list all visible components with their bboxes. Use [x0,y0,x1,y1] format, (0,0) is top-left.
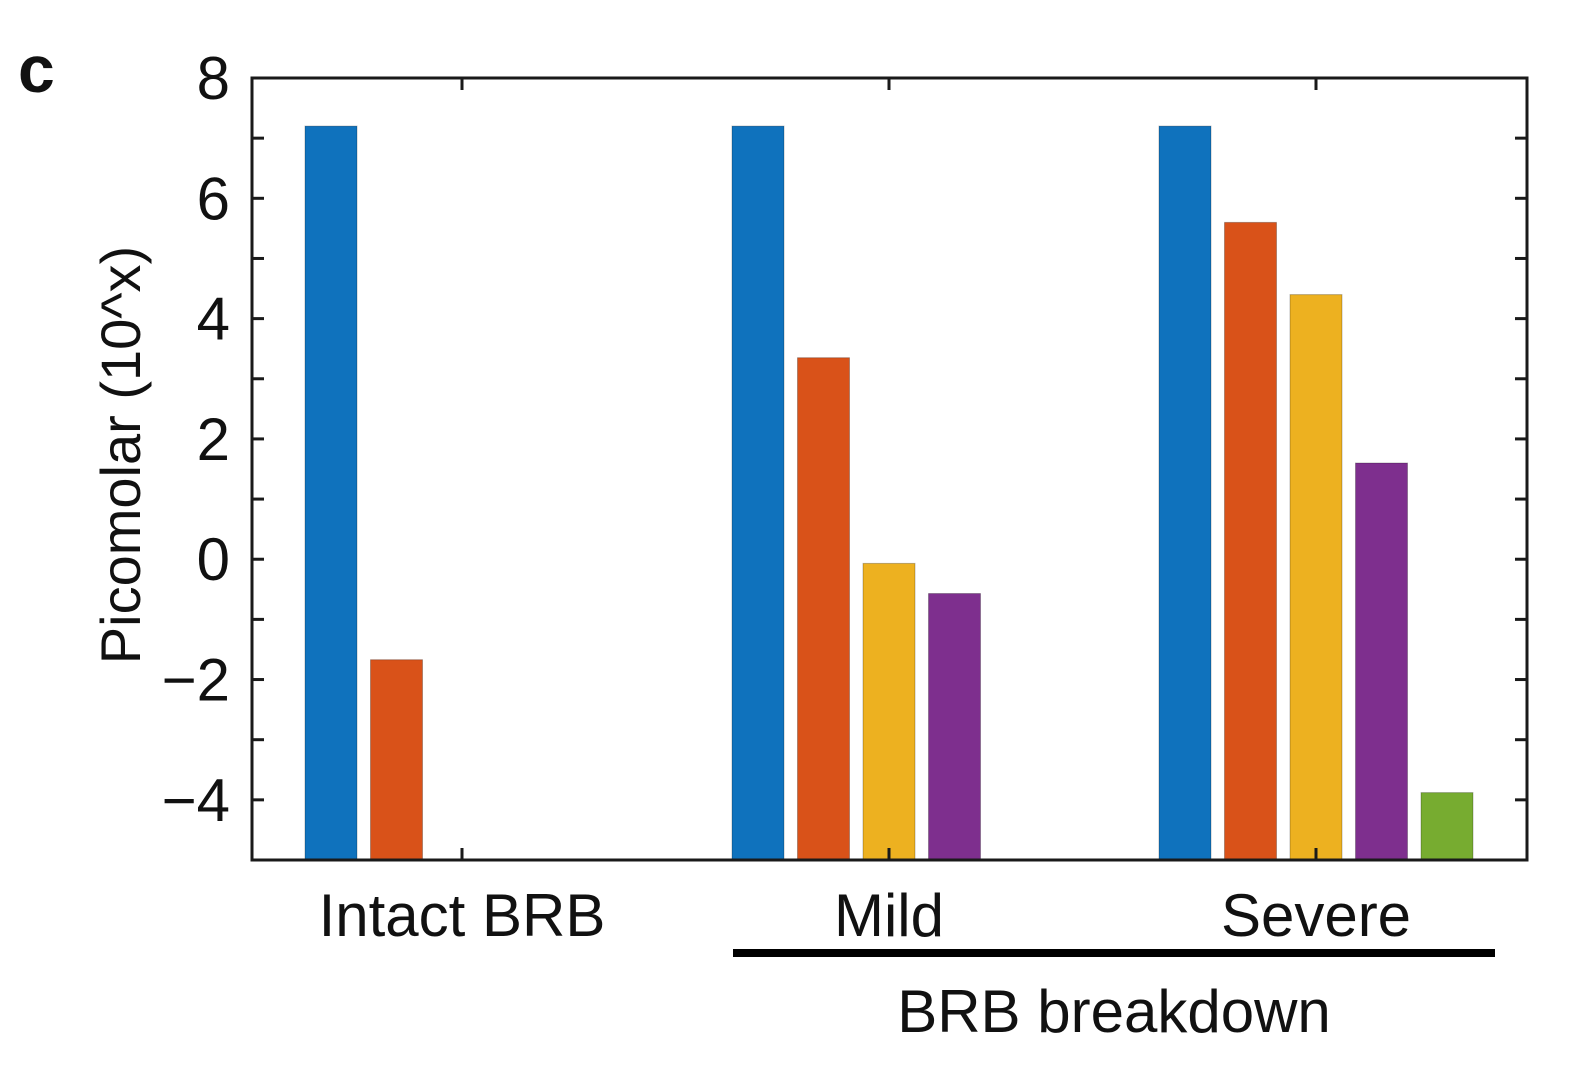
bar-mild-s3 [862,562,916,861]
y-tick-label: 4 [197,286,230,353]
bar-intact-brb-s1 [304,125,358,861]
y-tick-label: −2 [162,647,230,714]
panel-label: c [18,32,55,106]
x-category-label: Intact BRB [319,882,606,949]
bar-mild-s1 [731,125,785,861]
x-category-label: Mild [834,882,944,949]
y-tick-label: −4 [162,767,230,834]
bar-severe-s3 [1289,294,1343,861]
labels-layer: −4 −2 0 2 4 6 8 Intact BRB Mild Severe [162,45,1411,949]
bar-mild-s2 [797,357,850,861]
bar-severe-s4 [1355,462,1408,861]
bar-severe-s2 [1224,221,1277,861]
bar-severe-s5 [1420,792,1474,861]
plot-frame [250,76,1529,862]
bar-severe-s1 [1158,125,1212,861]
bar-intact-brb-s2 [370,659,423,861]
y-tick-label: 2 [197,406,230,473]
ticks-layer [252,76,1527,862]
y-tick-label: 6 [197,165,230,232]
y-axis-title: Picomolar (10^x) [89,246,152,664]
y-tick-label: 8 [197,45,230,112]
group-label: BRB breakdown [897,978,1331,1045]
x-category-label: Severe [1221,882,1411,949]
bars-layer [304,125,1474,861]
y-tick-label: 0 [197,526,230,593]
bar-mild-s4 [928,593,981,861]
